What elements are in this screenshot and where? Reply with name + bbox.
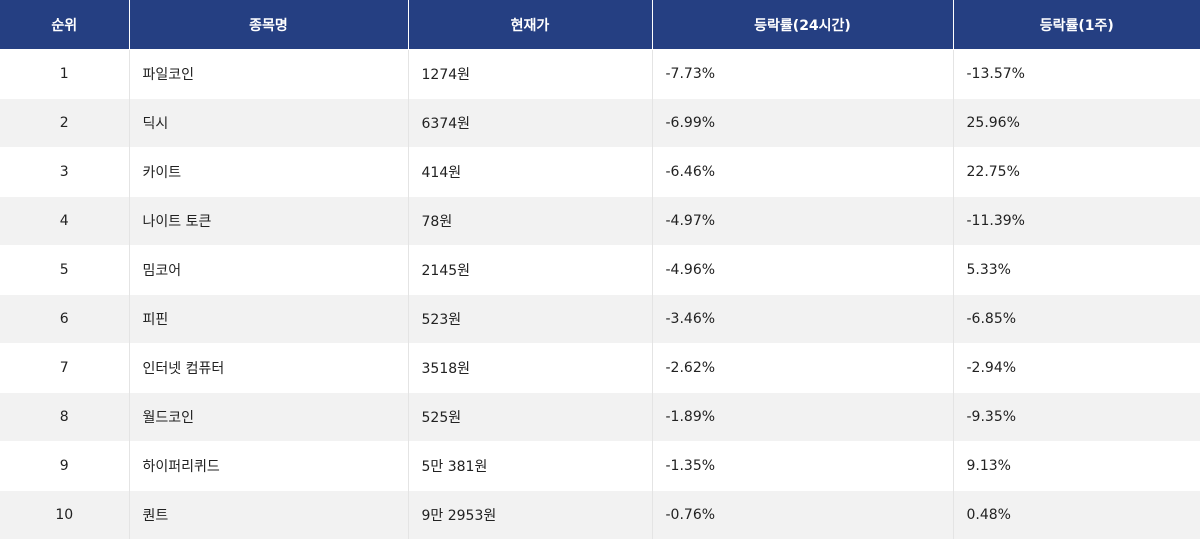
table-cell: 9.13%: [952, 441, 1200, 491]
table-cell: 22.75%: [952, 147, 1200, 197]
table-cell: 1274원: [407, 49, 652, 99]
table-row: 5 밈코어 2145원 -4.96% 5.33%: [0, 245, 1200, 295]
table-cell: -4.97%: [651, 196, 953, 246]
table-cell: -7.73%: [651, 49, 953, 99]
table-row: 2 딕시 6374원 -6.99% 25.96%: [0, 98, 1200, 148]
table-row: 4 나이트 토큰 78원 -4.97% -11.39%: [0, 196, 1200, 246]
table-cell: -6.99%: [651, 98, 953, 148]
table-cell: 1: [0, 49, 129, 99]
table-cell: 414원: [407, 147, 652, 197]
header-cell: 등락률(24시간): [651, 0, 953, 50]
table-cell: 5.33%: [952, 245, 1200, 295]
table-cell: 78원: [407, 196, 652, 246]
table-cell: 3518원: [407, 343, 652, 393]
table-row: 1 파일코인 1274원 -7.73% -13.57%: [0, 49, 1200, 99]
table-cell: -6.46%: [651, 147, 953, 197]
table-cell: 6: [0, 294, 129, 344]
table-cell: 밈코어: [128, 245, 408, 295]
table-cell: 2: [0, 98, 129, 148]
table-cell: 10: [0, 490, 129, 539]
table-cell: 25.96%: [952, 98, 1200, 148]
table-cell: 9: [0, 441, 129, 491]
table-cell: 딕시: [128, 98, 408, 148]
table-cell: 523원: [407, 294, 652, 344]
table-cell: -9.35%: [952, 392, 1200, 442]
table-cell: 인터넷 컴퓨터: [128, 343, 408, 393]
table-cell: 525원: [407, 392, 652, 442]
table-cell: 퀀트: [128, 490, 408, 539]
table-cell: 3: [0, 147, 129, 197]
table-cell: -11.39%: [952, 196, 1200, 246]
table-cell: 0.48%: [952, 490, 1200, 539]
table-cell: -2.94%: [952, 343, 1200, 393]
table-cell: -0.76%: [651, 490, 953, 539]
table-cell: 4: [0, 196, 129, 246]
table-row: 10 퀀트 9만 2953원 -0.76% 0.48%: [0, 490, 1200, 539]
header-cell: 현재가: [407, 0, 652, 50]
table-cell: -1.89%: [651, 392, 953, 442]
table-cell: 8: [0, 392, 129, 442]
header-row: 순위 종목명 현재가 등락률(24시간) 등락률(1주): [0, 0, 1200, 50]
table-cell: 월드코인: [128, 392, 408, 442]
table-cell: 파일코인: [128, 49, 408, 99]
header-cell: 순위: [0, 0, 129, 50]
table-cell: 하이퍼리퀴드: [128, 441, 408, 491]
table-row: 3 카이트 414원 -6.46% 22.75%: [0, 147, 1200, 197]
table-cell: -6.85%: [952, 294, 1200, 344]
table-cell: -13.57%: [952, 49, 1200, 99]
table-cell: 2145원: [407, 245, 652, 295]
table-cell: 9만 2953원: [407, 490, 652, 539]
table-row: 9 하이퍼리퀴드 5만 381원 -1.35% 9.13%: [0, 441, 1200, 491]
table-body: 1 파일코인 1274원 -7.73% -13.57% 2 딕시 6374원 -6.99% 25.…: [0, 49, 1200, 539]
header-cell: 등락률(1주): [952, 0, 1200, 50]
table-cell: 나이트 토큰: [128, 196, 408, 246]
table-cell: 6374원: [407, 98, 652, 148]
table-cell: -1.35%: [651, 441, 953, 491]
table-cell: -4.96%: [651, 245, 953, 295]
table-cell: 7: [0, 343, 129, 393]
table-row: 7 인터넷 컴퓨터 3518원 -2.62% -2.94%: [0, 343, 1200, 393]
table-row: 8 월드코인 525원 -1.89% -9.35%: [0, 392, 1200, 442]
table-cell: 5: [0, 245, 129, 295]
table-cell: 5만 381원: [407, 441, 652, 491]
table-cell: 피핀: [128, 294, 408, 344]
table-cell: 카이트: [128, 147, 408, 197]
table-row: 6 피핀 523원 -3.46% -6.85%: [0, 294, 1200, 344]
header-cell: 종목명: [128, 0, 408, 50]
table-cell: -2.62%: [651, 343, 953, 393]
table-cell: -3.46%: [651, 294, 953, 344]
